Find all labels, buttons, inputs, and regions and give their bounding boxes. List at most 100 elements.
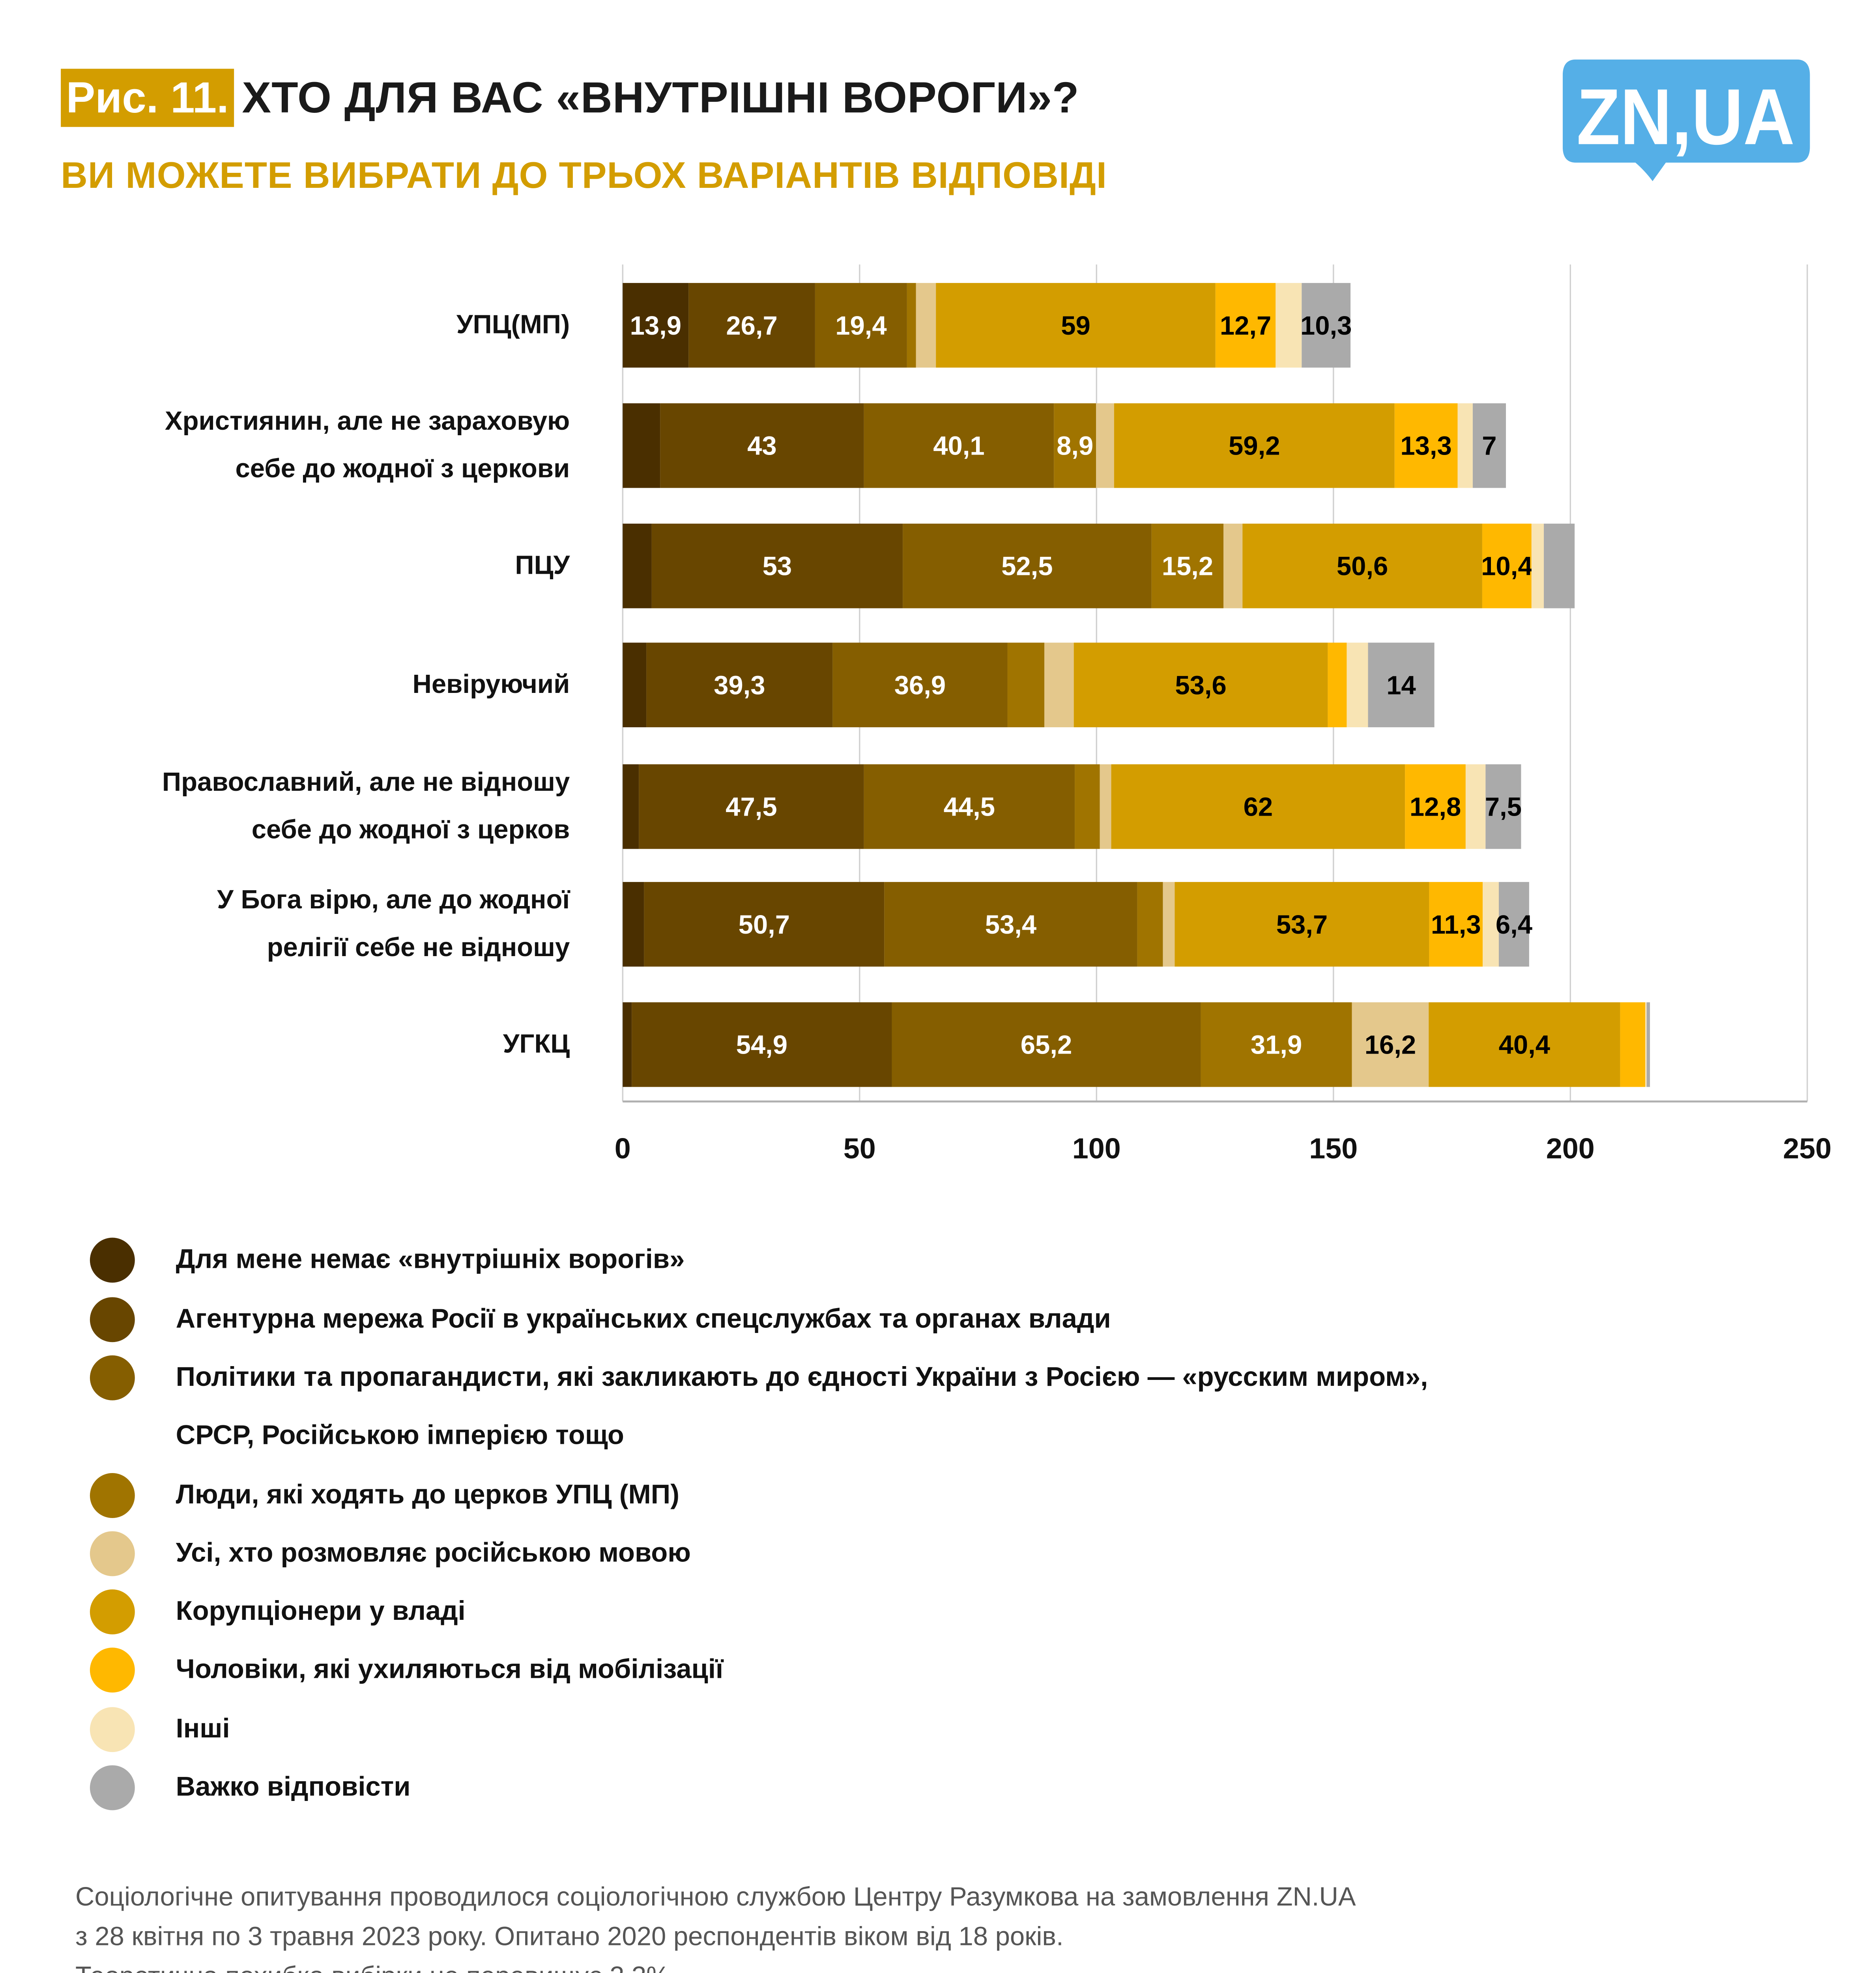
bar-segment — [688, 283, 815, 368]
bar-segment — [1074, 642, 1328, 728]
bar-segment — [1175, 882, 1429, 967]
x-tick-label: 50 — [843, 1132, 876, 1165]
data-label: 43 — [747, 431, 777, 461]
legend-label-continuation: СРСР, Російською імперією тощо — [176, 1420, 624, 1451]
bar-segment — [1429, 1002, 1620, 1087]
bar-segment — [1054, 403, 1096, 488]
bar-segment — [1137, 882, 1163, 967]
bar-segment — [623, 642, 647, 728]
legend-item: Політики та пропагандисти, які закликают… — [90, 1355, 1428, 1400]
x-tick-label: 100 — [1072, 1132, 1121, 1165]
bar-segment — [815, 283, 907, 368]
logo-text: ZN,UA — [1577, 72, 1795, 161]
bar-segment — [1302, 283, 1351, 368]
legend-label: Корупціонери у владі — [176, 1596, 466, 1627]
legend-swatch-icon — [90, 1237, 135, 1283]
legend-item: Агентурна мережа Росії в українських спе… — [90, 1297, 1111, 1342]
bar-segment — [1483, 882, 1499, 967]
category-label: Невіруючий — [412, 661, 570, 709]
speech-bubble-icon — [1562, 59, 1810, 182]
legend-swatch-icon — [90, 1647, 135, 1693]
figure-badge: Рис. 11. — [61, 69, 234, 127]
data-label: 15,2 — [1162, 552, 1213, 581]
data-label: 40,4 — [1499, 1030, 1550, 1060]
bar-segment — [1482, 523, 1532, 608]
x-tick-label: 0 — [614, 1132, 631, 1165]
bar-segment — [1328, 642, 1347, 728]
bar-segment — [1114, 403, 1395, 488]
bar-segment — [1368, 642, 1435, 728]
legend-item: Люди, які ходять до церков УПЦ (МП) — [90, 1473, 679, 1518]
category-label-line: Невіруючий — [412, 670, 570, 700]
legend-item: Усі, хто розмовляє російською мовою — [90, 1531, 691, 1576]
bar-segment — [1544, 523, 1575, 608]
bar-segment — [903, 523, 1152, 608]
chart-title: ХТО ДЛЯ ВАС «ВНУТРІШНІ ВОРОГИ»? — [242, 73, 1079, 122]
legend-swatch-icon — [90, 1765, 135, 1810]
bar-segment — [936, 283, 1216, 368]
data-label: 14 — [1386, 670, 1416, 700]
category-label-line: ПЦУ — [515, 551, 570, 581]
data-label: 53,7 — [1276, 910, 1328, 940]
bar-segment — [1394, 403, 1458, 488]
bar-segment — [1405, 764, 1466, 849]
bar-segment — [646, 642, 833, 728]
legend-swatch-icon — [90, 1355, 135, 1400]
bar-segment — [1201, 1002, 1352, 1087]
bar-segment — [623, 764, 639, 849]
bar-segment — [651, 523, 903, 608]
data-label: 13,9 — [630, 311, 681, 341]
category-label-line: УПЦ(МП) — [456, 311, 570, 340]
data-label: 36,9 — [894, 670, 946, 700]
legend-label: Для мене немає «внутрішніх ворогів» — [176, 1244, 685, 1275]
bar-segment — [644, 882, 885, 967]
data-label: 11,3 — [1431, 910, 1481, 940]
data-label: 40,1 — [933, 431, 984, 461]
category-label: ПЦУ — [515, 542, 570, 590]
bar-segment — [1352, 1002, 1429, 1087]
bar-segment — [623, 1002, 632, 1087]
bar-segment — [907, 283, 916, 368]
bar-segment — [916, 283, 936, 368]
legend-swatch-icon — [90, 1473, 135, 1518]
data-label: 8,9 — [1057, 431, 1093, 461]
data-label: 62 — [1244, 792, 1273, 822]
header: Рис. 11. ХТО ДЛЯ ВАС «ВНУТРІШНІ ВОРОГИ»? — [61, 69, 1079, 127]
zn-ua-logo: ZN,UA — [1562, 59, 1810, 182]
bar-segment — [1347, 642, 1368, 728]
data-label: 10,3 — [1300, 311, 1352, 341]
bar-segment — [1215, 283, 1276, 368]
bar-segment — [1645, 1002, 1647, 1087]
category-label: Православний, але не відношу себе до жодн… — [162, 759, 570, 854]
footnote-line: з 28 квітня по 3 травня 2023 року. Опита… — [75, 1922, 1064, 1952]
bar-segment — [832, 642, 1008, 728]
x-tick-label: 200 — [1546, 1132, 1595, 1165]
data-label: 6,4 — [1496, 910, 1532, 940]
data-label: 65,2 — [1021, 1030, 1072, 1060]
bar-segment — [1163, 882, 1175, 967]
data-label: 53,4 — [985, 910, 1036, 940]
bar-segment — [884, 882, 1137, 967]
bar-segment — [1075, 764, 1100, 849]
legend-swatch-icon — [90, 1297, 135, 1342]
bar-segment — [1100, 764, 1111, 849]
legend-item: Корупціонери у владі — [90, 1589, 466, 1634]
bar-segment — [1531, 523, 1544, 608]
legend-swatch-icon — [90, 1531, 135, 1576]
data-label: 19,4 — [835, 311, 887, 341]
legend-item: Важко відповісти — [90, 1765, 411, 1810]
data-label: 7,5 — [1485, 792, 1522, 822]
data-label: 39,3 — [714, 670, 765, 700]
footnote-line: Соціологічне опитування проводилося соці… — [75, 1883, 1356, 1912]
bar-segment — [1242, 523, 1482, 608]
bar-segment — [1429, 882, 1483, 967]
x-tick-label: 150 — [1309, 1132, 1358, 1165]
stacked-bar-chart: 13,9 26,7 19,4 59 12,7 10,3 43 40,1 8,9 59,2 13,3 7… — [622, 264, 1808, 1103]
bar-segment — [623, 283, 689, 368]
bar-segment — [632, 1002, 892, 1087]
category-label-line: себе до жодної з церков — [251, 816, 570, 845]
bar-segment — [1044, 642, 1074, 728]
data-label: 26,7 — [726, 311, 777, 341]
bar-segment — [1485, 764, 1521, 849]
